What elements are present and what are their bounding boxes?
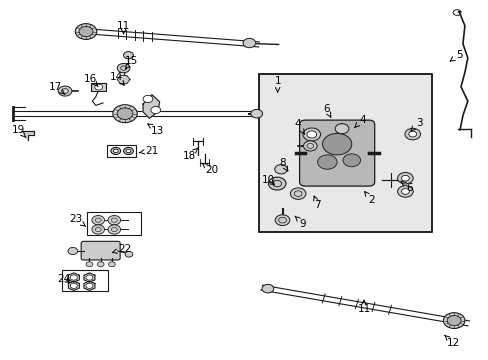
Text: 24: 24 <box>58 274 71 284</box>
Bar <box>107 145 136 157</box>
Circle shape <box>70 275 77 280</box>
Circle shape <box>404 129 420 140</box>
Text: 12: 12 <box>444 335 459 348</box>
Circle shape <box>97 262 104 267</box>
Text: 19: 19 <box>12 125 26 138</box>
Text: 17: 17 <box>49 82 65 95</box>
Bar <box>91 83 106 91</box>
Text: 11: 11 <box>117 21 130 34</box>
Circle shape <box>447 315 460 326</box>
Circle shape <box>250 109 262 118</box>
Bar <box>259 74 431 232</box>
Text: 7: 7 <box>313 196 320 210</box>
Circle shape <box>86 283 93 288</box>
Circle shape <box>126 149 131 153</box>
Circle shape <box>443 313 464 328</box>
Circle shape <box>75 24 97 40</box>
Text: 2: 2 <box>364 192 374 205</box>
Circle shape <box>123 51 133 59</box>
Circle shape <box>303 128 320 141</box>
Circle shape <box>92 216 104 225</box>
Circle shape <box>70 283 77 288</box>
Circle shape <box>290 188 305 199</box>
Circle shape <box>306 131 316 138</box>
Text: 8: 8 <box>279 158 287 171</box>
FancyBboxPatch shape <box>81 241 120 260</box>
Text: 4: 4 <box>354 115 365 128</box>
Circle shape <box>108 225 121 234</box>
Text: 1: 1 <box>274 76 281 92</box>
Circle shape <box>123 147 133 154</box>
Polygon shape <box>117 76 130 84</box>
Circle shape <box>275 215 289 226</box>
Circle shape <box>408 131 416 137</box>
Polygon shape <box>21 131 34 140</box>
Text: 15: 15 <box>124 56 138 69</box>
Text: 13: 13 <box>147 124 164 135</box>
Polygon shape <box>84 273 95 282</box>
Circle shape <box>342 154 360 167</box>
Text: 5: 5 <box>449 50 462 61</box>
Circle shape <box>86 275 93 280</box>
Text: 9: 9 <box>294 216 305 229</box>
Circle shape <box>58 86 72 96</box>
Text: 10: 10 <box>261 175 274 185</box>
Text: 11: 11 <box>357 300 370 314</box>
Circle shape <box>268 177 285 190</box>
Circle shape <box>108 216 121 225</box>
Bar <box>87 212 141 234</box>
Text: 6: 6 <box>400 181 412 193</box>
Bar <box>61 270 108 291</box>
FancyBboxPatch shape <box>299 120 374 186</box>
Circle shape <box>401 175 408 181</box>
Circle shape <box>95 84 102 90</box>
Text: 3: 3 <box>410 118 422 131</box>
Circle shape <box>303 141 317 151</box>
Circle shape <box>397 172 412 184</box>
Circle shape <box>401 189 408 194</box>
Circle shape <box>86 262 93 267</box>
Circle shape <box>108 262 115 267</box>
Circle shape <box>262 284 273 293</box>
Circle shape <box>334 124 348 134</box>
Polygon shape <box>68 281 79 291</box>
Circle shape <box>317 155 336 169</box>
Circle shape <box>111 147 121 154</box>
Circle shape <box>117 108 133 120</box>
Circle shape <box>92 225 104 234</box>
Polygon shape <box>68 273 79 282</box>
Circle shape <box>322 134 351 155</box>
Circle shape <box>151 107 160 114</box>
Polygon shape <box>143 95 159 118</box>
Text: 18: 18 <box>183 148 198 161</box>
Circle shape <box>117 63 130 73</box>
Circle shape <box>113 149 118 153</box>
Polygon shape <box>84 281 95 291</box>
Circle shape <box>243 39 255 48</box>
Text: 22: 22 <box>112 244 131 254</box>
Text: 21: 21 <box>139 145 158 156</box>
Circle shape <box>113 105 137 123</box>
Text: 14: 14 <box>110 72 124 85</box>
Circle shape <box>79 26 93 37</box>
Text: 6: 6 <box>323 104 330 117</box>
Text: 4: 4 <box>294 120 304 135</box>
Text: 16: 16 <box>84 74 98 87</box>
Circle shape <box>68 247 78 255</box>
Text: 20: 20 <box>202 163 218 175</box>
Circle shape <box>274 165 287 174</box>
Circle shape <box>397 186 412 197</box>
Text: 23: 23 <box>69 215 85 226</box>
Circle shape <box>125 251 133 257</box>
Circle shape <box>143 95 153 103</box>
